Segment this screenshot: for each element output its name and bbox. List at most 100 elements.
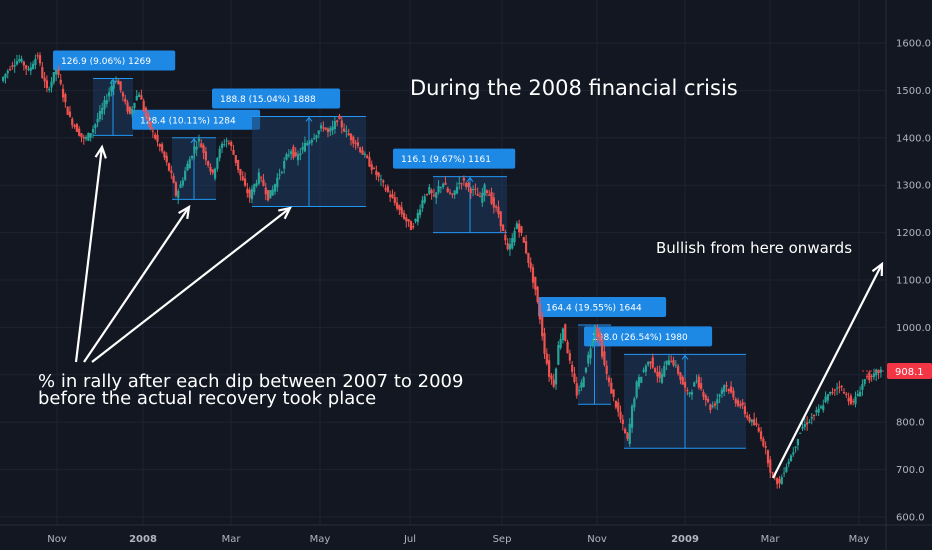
candle-body-down bbox=[202, 145, 205, 153]
time-tick-label: Nov bbox=[587, 534, 607, 545]
price-tick-label: 1200.0 bbox=[896, 228, 931, 239]
candle-body-down bbox=[649, 361, 652, 364]
candle-body-down bbox=[161, 144, 164, 152]
candle-body-down bbox=[430, 190, 433, 194]
candle-body-up bbox=[220, 143, 224, 149]
candle-body-down bbox=[709, 404, 712, 411]
candle-body-up bbox=[363, 153, 366, 156]
candle-body-down bbox=[119, 81, 122, 91]
candle-body-down bbox=[158, 144, 161, 147]
price-tick-label: 1100.0 bbox=[896, 276, 931, 287]
candle-body-up bbox=[197, 138, 201, 142]
candle-body-down bbox=[764, 446, 767, 448]
candle-body-down bbox=[753, 419, 756, 425]
candle-body-down bbox=[564, 324, 567, 341]
candle-body-up bbox=[89, 133, 92, 138]
candle-body-up bbox=[103, 100, 106, 110]
annotation-arrow-line bbox=[772, 263, 883, 479]
annotation-texts: During the 2008 financial crisis Bullish… bbox=[38, 76, 852, 409]
candle-body-up bbox=[872, 373, 876, 378]
candle-body-up bbox=[101, 108, 104, 115]
candle-body-up bbox=[414, 219, 417, 222]
candle-body-up bbox=[296, 154, 300, 161]
candle-body-up bbox=[561, 328, 565, 341]
candle-body-down bbox=[266, 190, 270, 201]
candle-body-up bbox=[785, 466, 788, 472]
candle-body-down bbox=[71, 118, 74, 126]
candle-body-up bbox=[48, 88, 51, 91]
candle-body-up bbox=[792, 452, 795, 455]
candle-body-down bbox=[704, 395, 707, 401]
candle-body-down bbox=[566, 341, 569, 354]
candle-body-up bbox=[633, 398, 636, 408]
candle-body-up bbox=[137, 94, 141, 97]
last-price-marker: 908.1 bbox=[862, 362, 932, 379]
candle-body-down bbox=[384, 188, 387, 190]
candle-body-down bbox=[746, 415, 749, 418]
time-tick-label: May bbox=[849, 534, 870, 545]
candle-body-up bbox=[822, 405, 825, 411]
candle-body-up bbox=[112, 82, 115, 89]
measure-label: 188.8 (15.04%) 1888 bbox=[220, 95, 316, 105]
candle-body-down bbox=[548, 360, 551, 377]
candle-body-down bbox=[617, 402, 620, 412]
candle-body-up bbox=[483, 184, 486, 196]
time-axis-panel bbox=[0, 525, 932, 550]
candle-body-down bbox=[246, 188, 249, 194]
time-tick-label: Jul bbox=[403, 534, 416, 545]
candle-body-down bbox=[568, 353, 571, 361]
candle-body-down bbox=[230, 141, 233, 146]
candle-body-down bbox=[614, 401, 618, 408]
candle-body-up bbox=[637, 377, 641, 387]
measure-label: 164.4 (19.55%) 1644 bbox=[546, 304, 642, 314]
candle-body-down bbox=[38, 55, 42, 64]
candle-body-down bbox=[163, 151, 166, 158]
candle-body-down bbox=[683, 382, 687, 388]
candle-body-up bbox=[854, 396, 857, 405]
candle-body-down bbox=[520, 226, 523, 233]
candle-body-down bbox=[476, 194, 479, 196]
candle-body-down bbox=[425, 193, 429, 195]
candle-body-up bbox=[716, 399, 719, 404]
candle-body-up bbox=[91, 129, 95, 133]
candle-body-up bbox=[508, 244, 512, 250]
candle-body-up bbox=[216, 157, 219, 169]
candle-body-up bbox=[808, 421, 811, 423]
candle-body-down bbox=[467, 182, 470, 187]
candle-body-up bbox=[442, 183, 445, 188]
candle-body-down bbox=[407, 219, 410, 222]
candle-body-down bbox=[778, 479, 781, 484]
candle-body-up bbox=[859, 391, 862, 397]
candlestick-series bbox=[2, 52, 882, 489]
candle-body-up bbox=[213, 168, 217, 179]
candle-body-up bbox=[796, 439, 800, 446]
candle-body-down bbox=[497, 206, 500, 215]
candle-body-down bbox=[870, 375, 873, 377]
candle-body-down bbox=[624, 429, 627, 434]
chart-annotation-title: During the 2008 financial crisis bbox=[410, 76, 738, 100]
time-tick-label: Sep bbox=[493, 534, 512, 545]
measure-label: 116.1 (9.67%) 1161 bbox=[401, 155, 491, 165]
candle-body-down bbox=[621, 419, 624, 425]
candle-body-down bbox=[57, 69, 60, 75]
candle-body-up bbox=[290, 151, 293, 154]
candle-body-up bbox=[559, 339, 562, 348]
candle-body-down bbox=[412, 225, 415, 228]
candle-body-down bbox=[448, 192, 452, 194]
candle-body-up bbox=[644, 365, 647, 372]
candle-body-down bbox=[626, 432, 629, 440]
candle-body-up bbox=[642, 369, 645, 372]
candle-body-up bbox=[114, 80, 118, 82]
candle-body-down bbox=[342, 128, 346, 132]
candle-body-down bbox=[209, 166, 212, 172]
candle-body-down bbox=[200, 143, 203, 148]
annotation-arrow-line bbox=[91, 207, 291, 363]
candle-body-up bbox=[647, 361, 650, 365]
candle-body-up bbox=[27, 68, 30, 70]
candle-body-down bbox=[725, 385, 728, 387]
candle-body-down bbox=[658, 371, 661, 378]
candle-body-up bbox=[20, 58, 23, 62]
candle-body-down bbox=[25, 65, 28, 69]
candle-body-up bbox=[188, 159, 191, 169]
